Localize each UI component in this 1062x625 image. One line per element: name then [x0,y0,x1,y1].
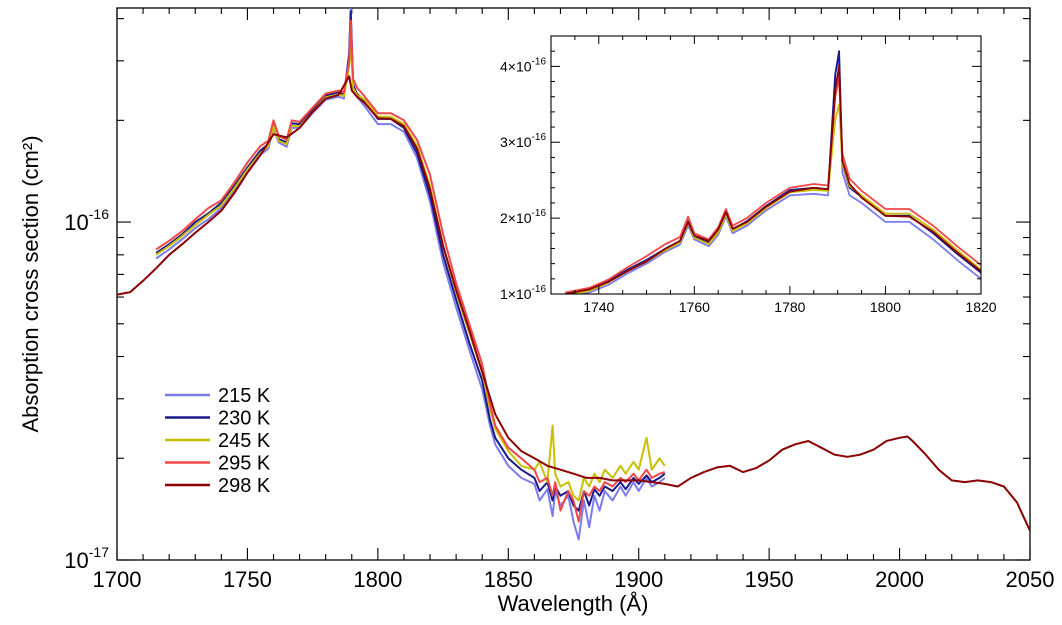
x-tick-label: 2050 [1006,567,1055,592]
inset-y-tick-label: 1×10-16 [500,284,546,302]
x-tick-label: 1900 [614,567,663,592]
inset-background [551,36,981,294]
x-tick-label: 2000 [875,567,924,592]
x-tick-label: 1800 [353,567,402,592]
y-tick-label: 10-17 [64,544,109,573]
inset-y-tick-label: 3×10-16 [500,132,546,150]
legend-label: 245 K [218,430,271,452]
y-axis-title: Absorption cross section (cm²) [18,135,43,432]
series-line-295-k [155,19,666,523]
x-tick-label: 1700 [93,567,142,592]
inset-x-tick-label: 1740 [583,299,614,315]
legend-label: 215 K [218,385,271,407]
inset-series-line-215-k [576,57,981,294]
inset-x-tick-label: 1780 [774,299,805,315]
inset-plot: 1740 1760 1780 1800 1820 1×10-16 2×10-16 3×10-1… [500,35,997,315]
inset-series-line-295-k [565,76,981,294]
main-series-group [117,8,1030,541]
inset-y-tick-label: 2×10-16 [500,208,546,226]
main-plot: 1700 1750 1800 1850 1900 1950 2000 2050 10-17 10-… [18,7,1054,616]
legend-label: 295 K [218,453,271,475]
x-tick-label: 1850 [484,567,533,592]
x-tick-label: 1750 [223,567,272,592]
main-ticks [116,8,1031,561]
x-axis-title: Wavelength (Å) [498,591,649,616]
inset-x-tick-label: 1800 [870,299,901,315]
inset-series-line-298-k [565,65,981,294]
inset-series-group [565,50,981,294]
main-plot-frame [116,7,1031,561]
y-tick-label: 10-16 [64,206,109,235]
inset-x-tick-label: 1760 [679,299,710,315]
main-tick-labels: 1700 1750 1800 1850 1900 1950 2000 2050 10-17 10-… [64,206,1054,592]
legend-label: 230 K [218,408,271,430]
x-tick-label: 1950 [745,567,794,592]
series-line-298-k [117,75,1030,532]
inset-tick-labels: 1740 1760 1780 1800 1820 1×10-16 2×10-16 3×10-1… [500,56,997,315]
inset-x-tick-label: 1820 [965,299,996,315]
legend-label: 298 K [218,475,271,497]
inset-ticks [550,35,982,295]
inset-y-tick-label: 4×10-16 [500,56,546,74]
